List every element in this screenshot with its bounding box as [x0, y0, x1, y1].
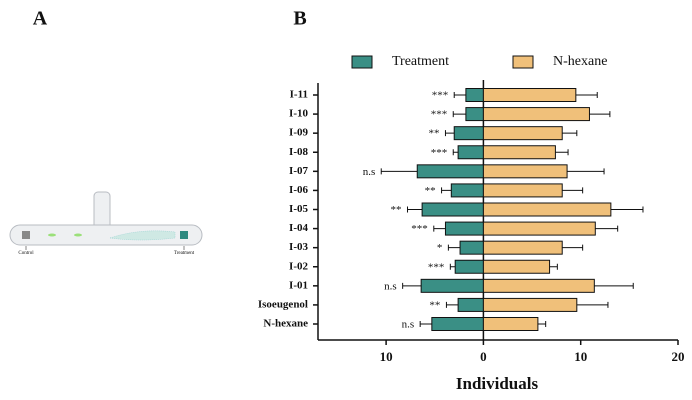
bar	[416, 164, 484, 179]
error-bar	[402, 282, 422, 289]
error-bar	[575, 92, 598, 98]
bar	[482, 259, 551, 274]
significance-label: **	[429, 299, 440, 311]
significance-label: ***	[428, 261, 445, 273]
error-bar	[449, 263, 456, 270]
bar	[457, 297, 484, 312]
bar	[482, 126, 563, 141]
error-bar	[562, 130, 578, 137]
category-label: N-hexane	[263, 318, 308, 330]
category-label: Isoeugenol	[258, 298, 308, 310]
significance-label: ***	[431, 109, 448, 121]
error-bar	[441, 187, 452, 194]
error-bar	[444, 130, 455, 137]
legend-swatch	[351, 55, 373, 69]
error-bar	[555, 149, 569, 156]
bar	[482, 107, 590, 122]
legend-label: Treatment	[392, 54, 449, 69]
significance-label: ***	[431, 147, 448, 159]
error-bar	[567, 168, 605, 175]
legend-label: N-hexane	[553, 54, 607, 69]
error-bar	[589, 111, 611, 118]
bar	[444, 221, 484, 236]
error-bar	[419, 321, 432, 327]
bar	[465, 88, 484, 102]
error-bar	[433, 225, 446, 232]
error-bar	[380, 168, 418, 175]
bar	[450, 183, 484, 198]
significance-label: ***	[432, 90, 449, 102]
significance-label: **	[425, 185, 436, 197]
bar	[454, 259, 484, 274]
bar	[482, 164, 568, 179]
bar	[421, 202, 484, 217]
bar	[482, 317, 539, 331]
panel-label: A	[33, 8, 48, 30]
x-tick-label: 10	[380, 349, 393, 364]
category-label: I-01	[289, 279, 308, 291]
bar	[482, 240, 563, 255]
error-bar	[562, 187, 584, 194]
category-label: I-10	[289, 108, 308, 120]
category-label: I-02	[289, 260, 308, 272]
category-label: I-03	[289, 241, 308, 253]
error-bar	[595, 225, 619, 232]
category-label: I-09	[289, 127, 308, 139]
x-tick-label: 10	[574, 349, 587, 364]
bar	[465, 107, 484, 122]
significance-label: ***	[411, 223, 428, 235]
category-label: I-04	[289, 222, 308, 234]
error-bar	[576, 301, 609, 308]
error-bar	[594, 282, 634, 289]
x-axis-title: Individuals	[456, 374, 539, 393]
treatment-label: Treatment	[174, 251, 195, 256]
bar	[482, 88, 577, 102]
error-bar	[549, 263, 558, 270]
significance-label: **	[428, 128, 439, 140]
bar	[459, 240, 484, 255]
significance-label: **	[391, 204, 402, 216]
bar	[482, 145, 556, 160]
error-bar	[445, 301, 459, 308]
bar	[482, 297, 578, 312]
category-label: I-05	[289, 203, 308, 215]
control-label: Control	[18, 251, 34, 256]
bar	[482, 202, 612, 217]
error-bar	[407, 206, 423, 213]
significance-label: n.s	[402, 319, 415, 331]
bar	[482, 221, 596, 236]
category-label: I-11	[290, 89, 308, 101]
panel-label: B	[293, 8, 306, 30]
category-label: I-08	[289, 146, 308, 158]
bar	[453, 126, 484, 141]
category-label: I-06	[289, 184, 308, 196]
significance-label: *	[437, 242, 443, 254]
error-bar	[452, 149, 459, 156]
bar	[431, 317, 484, 331]
x-tick-label: 20	[672, 349, 685, 364]
category-label: I-07	[289, 165, 308, 177]
error-bar	[610, 206, 644, 213]
bar	[482, 183, 563, 198]
error-bar	[562, 244, 584, 251]
error-bar	[452, 111, 466, 118]
bar	[420, 278, 484, 293]
error-bar	[447, 244, 461, 251]
tube-diagram	[9, 191, 203, 250]
x-tick-label: 0	[480, 349, 487, 364]
error-bar	[453, 92, 466, 98]
bar	[482, 278, 595, 293]
bar	[457, 145, 484, 160]
significance-label: n.s	[363, 166, 376, 178]
legend-swatch	[512, 55, 534, 69]
error-bar	[537, 321, 547, 327]
significance-label: n.s	[384, 280, 397, 292]
